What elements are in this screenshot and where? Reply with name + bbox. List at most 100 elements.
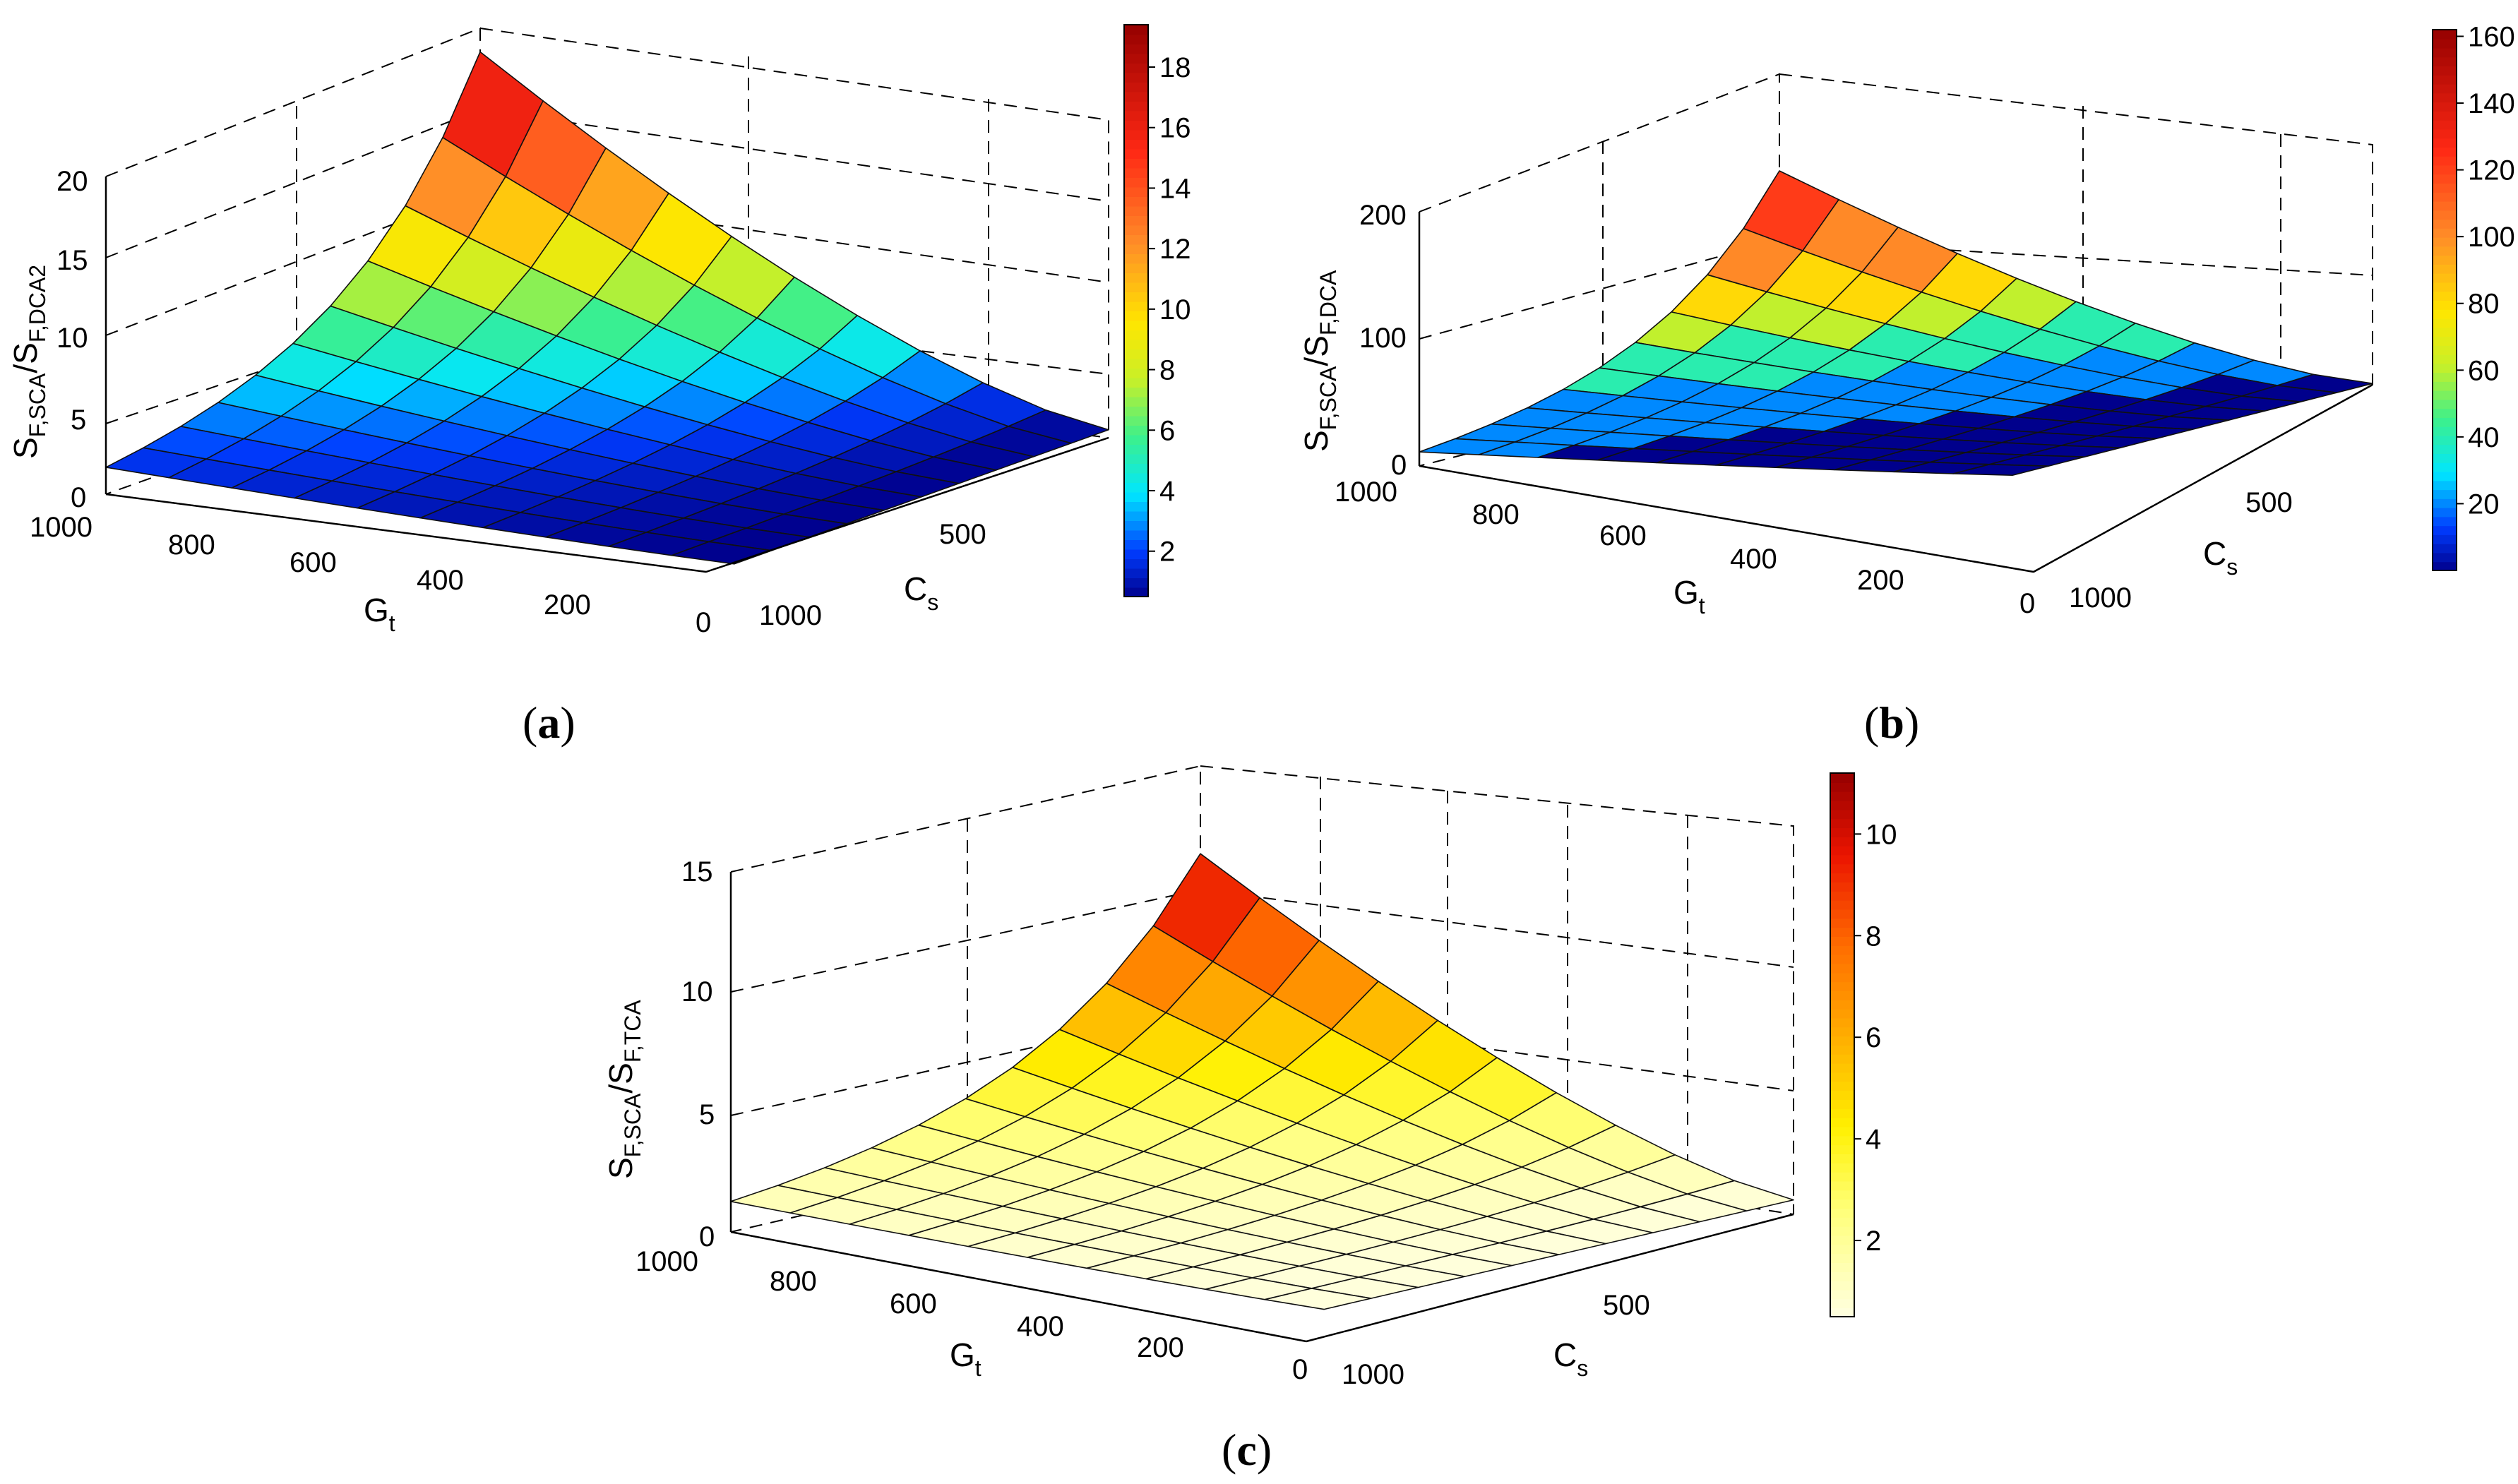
a-ylabel: Cs [904, 570, 938, 615]
colorbar-segment [1124, 520, 1148, 531]
colorbar-segment [2433, 543, 2457, 553]
b-ztick-100: 100 [1359, 323, 1407, 354]
colorbar-segment [1830, 1036, 1854, 1046]
colorbar-segment [1830, 1154, 1854, 1163]
colorbar-segment [1124, 292, 1148, 302]
colorbar-segment [1830, 1008, 1854, 1019]
colorbar-segment [1830, 1253, 1854, 1263]
c-xtick-800: 800 [770, 1266, 817, 1297]
a-colorbar-tick: 4 [1159, 476, 1175, 507]
colorbar-segment [1124, 482, 1148, 493]
colorbar-segment [1124, 215, 1148, 226]
colorbar-segment [1830, 890, 1854, 901]
colorbar-segment [2433, 309, 2457, 319]
colorbar-segment [1830, 1289, 1854, 1300]
colorbar-segment [1830, 1045, 1854, 1055]
a-colorbar-tick: 10 [1159, 294, 1191, 325]
a-xtick-0: 0 [696, 607, 711, 638]
colorbar-segment [2433, 210, 2457, 220]
colorbar-segment [1830, 1280, 1854, 1291]
colorbar-segment [1124, 396, 1148, 407]
c-colorbar-tick: 4 [1866, 1124, 1881, 1155]
colorbar-segment [2433, 273, 2457, 283]
colorbar-segment [1830, 1027, 1854, 1037]
a-xlabel: Gt [364, 592, 395, 636]
colorbar-segment [1830, 899, 1854, 910]
b-caption: (b) [1864, 698, 1919, 748]
colorbar-segment [1124, 415, 1148, 426]
colorbar-segment [1830, 1063, 1854, 1073]
colorbar-segment [1124, 529, 1148, 540]
colorbar-segment [2433, 471, 2457, 481]
c-colorbar-tick: 10 [1866, 819, 1897, 850]
a-ztick-10: 10 [56, 323, 88, 354]
a-ytick-1000: 1000 [759, 600, 822, 631]
c-ztick-5: 5 [699, 1099, 715, 1130]
colorbar-segment [2433, 534, 2457, 544]
colorbar-segment [1124, 205, 1148, 216]
colorbar-segment [1124, 282, 1148, 292]
b-colorbar-tick: 120 [2468, 155, 2515, 186]
colorbar-segment [1830, 809, 1854, 820]
colorbar-segment [2433, 444, 2457, 455]
colorbar-segment [1124, 158, 1148, 169]
a-xtick-200: 200 [544, 590, 591, 621]
c-ztick-15: 15 [681, 856, 713, 887]
colorbar-segment [1124, 434, 1148, 445]
colorbar-segment [1124, 148, 1148, 159]
colorbar-segment [2433, 227, 2457, 238]
b-zlabel: SF,SCA/SF,DCA [1298, 270, 1341, 452]
panel-b-colorbar: 20 40 60 80 100 120 140 160 [2432, 21, 2515, 571]
colorbar-segment [2433, 354, 2457, 364]
c-colorbar-tick: 2 [1866, 1226, 1881, 1257]
a-colorbar-tick: 12 [1159, 234, 1191, 265]
colorbar-segment [1830, 936, 1854, 946]
colorbar-segment [2433, 263, 2457, 274]
colorbar-segment [2433, 183, 2457, 193]
colorbar-segment [1830, 854, 1854, 865]
colorbar-segment [2433, 417, 2457, 427]
colorbar-segment [1124, 406, 1148, 417]
colorbar-segment [2433, 164, 2457, 175]
colorbar-segment [1124, 234, 1148, 245]
colorbar-segment [2433, 47, 2457, 58]
c-xlabel: Gt [950, 1336, 981, 1381]
panel-b-surface [1419, 170, 2373, 477]
colorbar-segment [1830, 1081, 1854, 1091]
colorbar-segment [2433, 201, 2457, 211]
colorbar-segment [1830, 1099, 1854, 1109]
colorbar-segment [1124, 587, 1148, 597]
colorbar-segment [1830, 1262, 1854, 1272]
b-colorbar-tick: 80 [2468, 289, 2500, 320]
colorbar-segment [2433, 336, 2457, 346]
colorbar-segment [1124, 301, 1148, 311]
colorbar-segment [1124, 491, 1148, 502]
colorbar-segment [2433, 525, 2457, 535]
colorbar-segment [2433, 345, 2457, 355]
colorbar-segment [1124, 425, 1148, 436]
colorbar-segment [1124, 167, 1148, 178]
colorbar-segment [2433, 83, 2457, 94]
colorbar-segment [2433, 138, 2457, 148]
colorbar-segment [1830, 918, 1854, 928]
b-xlabel: Gt [1673, 574, 1705, 618]
b-colorbar-tick: 40 [2468, 422, 2500, 453]
colorbar-segment [1830, 1144, 1854, 1154]
colorbar-frame [1123, 24, 1149, 597]
colorbar-segment [1830, 1072, 1854, 1082]
colorbar-segment [1124, 177, 1148, 188]
colorbar-segment [2433, 92, 2457, 103]
panel-c: 0 5 10 15 1000 800 600 400 200 0 500 100… [602, 765, 1897, 1475]
colorbar-segment [1124, 349, 1148, 359]
a-colorbar-tick: 16 [1159, 113, 1191, 144]
colorbar-segment [1124, 139, 1148, 150]
colorbar-segment [1124, 110, 1148, 121]
colorbar-segment [2433, 318, 2457, 328]
colorbar-segment [1830, 1216, 1854, 1227]
colorbar-segment [2433, 426, 2457, 436]
colorbar-segment [2433, 372, 2457, 382]
colorbar-segment [1830, 1017, 1854, 1028]
colorbar-segment [2433, 146, 2457, 157]
b-xtick-200: 200 [1857, 565, 1904, 596]
colorbar-segment [1830, 1090, 1854, 1100]
